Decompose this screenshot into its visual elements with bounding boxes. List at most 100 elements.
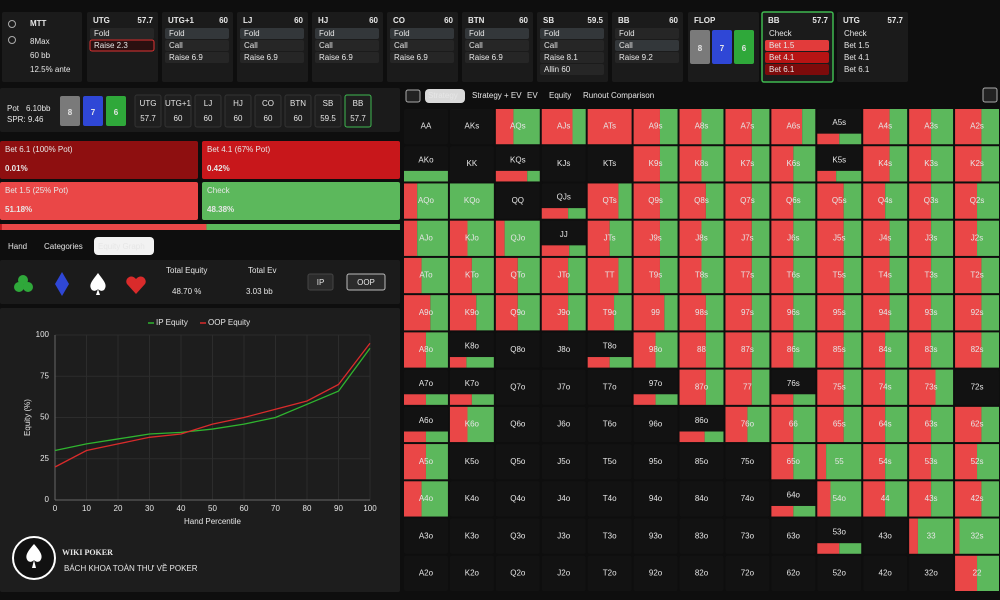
position-name: BTN (468, 16, 485, 25)
bet-fill (449, 357, 467, 368)
hand-cell (495, 369, 540, 405)
hand-label: 93s (925, 308, 938, 317)
hand-cell (495, 518, 540, 554)
hand-label: J5o (557, 457, 570, 466)
check-fill (931, 295, 954, 331)
pot-value: 6.10bb (26, 104, 51, 113)
bet-fill (633, 109, 660, 145)
hand-label: A2s (970, 122, 984, 131)
check-fill (793, 183, 816, 219)
action-selected (465, 28, 529, 39)
bet-fill (955, 518, 960, 554)
hand-label: A8s (695, 122, 709, 131)
seat-stack: 57.7 (350, 114, 366, 123)
action-bg (765, 64, 829, 75)
hand-label: 22 (973, 568, 982, 577)
hand-label: T4o (603, 494, 617, 503)
bet-fill (679, 220, 702, 256)
bet-fill (909, 518, 918, 554)
position-name: BB (618, 16, 630, 25)
bet-fill (771, 394, 794, 405)
brand-name: WIKI POKER (62, 548, 113, 557)
bet-fill (817, 444, 827, 480)
hand-label: 95s (833, 308, 846, 317)
check-fill (425, 431, 448, 443)
hand-cell (449, 518, 494, 554)
check-fill (751, 183, 770, 219)
bet-fill (817, 332, 844, 368)
x-tick-label: 40 (177, 504, 186, 513)
seat-name: BTN (290, 99, 306, 108)
hand-label: KQs (510, 155, 526, 164)
check-fill (701, 257, 724, 294)
position-name: HJ (318, 16, 328, 25)
check-fill (466, 357, 494, 368)
game-info: 60 bb (30, 51, 51, 60)
check-fill (843, 369, 862, 405)
bet-fill (863, 257, 890, 294)
seat-name: HJ (233, 99, 243, 108)
check-fill (467, 406, 494, 443)
bet-fill (909, 444, 932, 480)
game-info: 12.5% ante (30, 65, 71, 74)
hand-label: 54o (833, 494, 847, 503)
hand-label: 88 (697, 345, 706, 354)
hand-cell (495, 406, 540, 443)
bet-fill (955, 406, 982, 443)
seat (134, 94, 162, 128)
hand-label: Q2s (970, 196, 985, 205)
hand-label: 53o (833, 528, 847, 537)
card-rank: 8 (68, 108, 73, 117)
hand-label: J3o (557, 531, 570, 540)
hand-label: 65s (833, 420, 846, 429)
heart-icon (126, 276, 146, 294)
action-frequency: 0.42% (207, 164, 230, 173)
hand-cell (587, 518, 632, 554)
position-stack: 60 (519, 16, 528, 25)
bet-fill (955, 220, 978, 256)
check-fill (471, 394, 494, 405)
action-label: Bet 4.1 (769, 53, 795, 62)
hand-label: K9o (465, 308, 480, 317)
hand-cell (817, 555, 862, 591)
card (734, 30, 754, 64)
hand-label: 43s (925, 494, 938, 503)
bet-fill (955, 481, 982, 517)
check-fill (655, 332, 678, 368)
hand-cell (587, 481, 632, 517)
bet-fill (495, 109, 514, 145)
hand-label: J5s (833, 233, 845, 242)
hand-label: K4o (465, 494, 480, 503)
action-label: Raise 6.9 (469, 53, 503, 62)
action-label: Raise 9.2 (619, 53, 653, 62)
bet-fill (955, 257, 982, 294)
check-fill (889, 220, 908, 256)
settings-icon (8, 20, 16, 28)
toolbar-tab: Strategy (428, 91, 458, 100)
seat-stack: 60 (174, 114, 183, 123)
hand-label: KJs (557, 159, 570, 168)
x-tick-label: 50 (208, 504, 217, 513)
hand-cell (633, 518, 678, 554)
hand-label: 94s (879, 308, 892, 317)
hand-label: 98s (695, 308, 708, 317)
hand-cell (633, 406, 678, 443)
hand-label: T2s (970, 271, 983, 280)
hand-label: 84s (879, 345, 892, 354)
position-name: UTG+1 (168, 16, 195, 25)
tab: Hand (8, 242, 27, 251)
hand-label: 83s (925, 345, 938, 354)
hand-label: 92o (649, 568, 663, 577)
check-fill (513, 109, 540, 145)
refresh-icon[interactable] (8, 36, 16, 44)
bet-fill (449, 406, 468, 443)
bet-fill (495, 220, 505, 256)
hand-cell (449, 444, 494, 480)
check-fill (885, 332, 908, 368)
bet-fill (909, 481, 932, 517)
position-name: UTG (93, 16, 110, 25)
check-fill (959, 518, 999, 554)
position-name: LJ (243, 16, 252, 25)
hand-label: 55 (835, 457, 844, 466)
hand-label: 65o (787, 457, 801, 466)
